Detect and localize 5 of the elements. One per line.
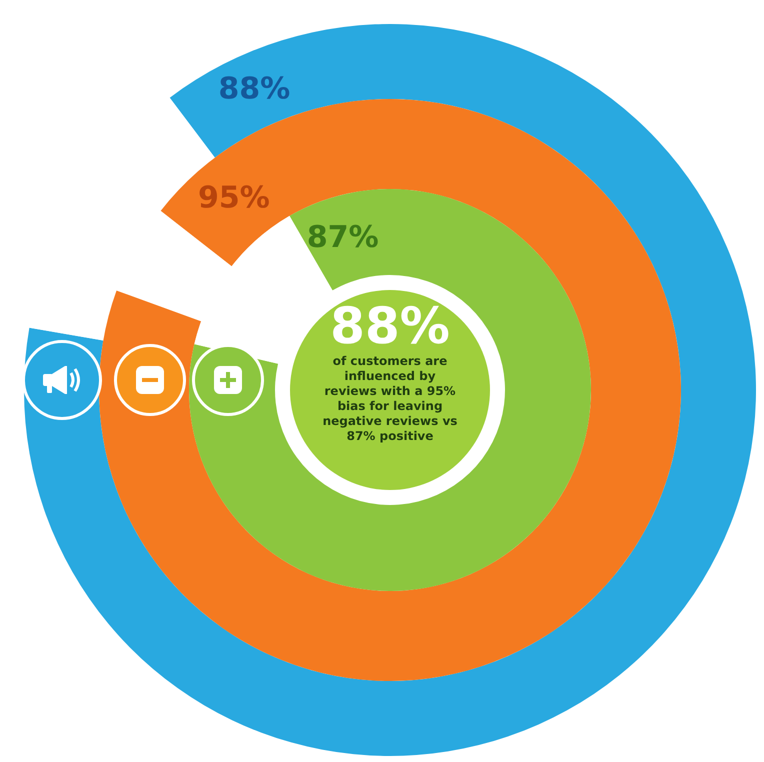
data-label: 95%: [198, 180, 270, 216]
text: of customers are influenced by reviews with a 95% bias for leaving negative reviews vs 87% positive: [322, 354, 458, 444]
data-label: 88%: [218, 72, 290, 107]
text: 88%: [329, 297, 451, 355]
data-label: 87%: [306, 220, 379, 256]
